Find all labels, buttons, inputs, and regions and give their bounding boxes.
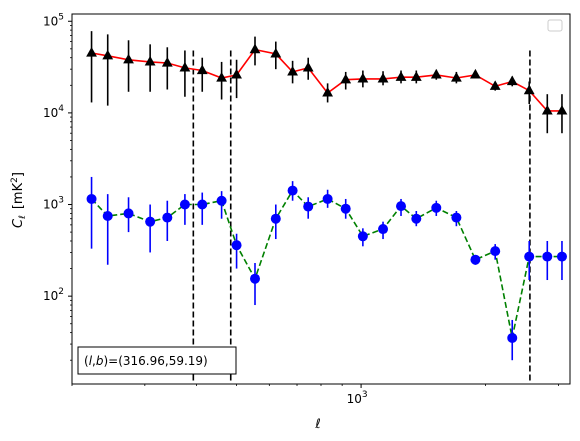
series-1-point: [287, 65, 298, 76]
x-axis-label: ℓ: [314, 417, 320, 432]
series-1-point: [556, 104, 568, 115]
series-2-point: [162, 212, 173, 223]
y-tick-label: 103: [43, 196, 64, 212]
series-1-point: [340, 73, 352, 84]
series-2-point: [411, 213, 422, 224]
series-1-point: [541, 104, 553, 115]
series-1-point: [489, 80, 501, 90]
y-tick-label: 102: [43, 287, 64, 303]
series-1-point: [270, 47, 282, 58]
series-1-point: [231, 68, 242, 79]
series-1-point: [430, 68, 442, 79]
series-1-point: [86, 47, 97, 57]
series-2-point: [340, 203, 351, 214]
series-1-point: [144, 55, 156, 66]
series-2: [86, 176, 567, 361]
series-2-point: [102, 210, 113, 221]
series-2-point: [524, 251, 535, 262]
series-2-point: [303, 201, 314, 212]
axis-ticks: 102 103 104 105 103: [43, 12, 559, 406]
series-2-point: [179, 199, 190, 210]
series-2-point: [270, 213, 281, 224]
series-2-point: [145, 216, 156, 227]
series-1-point: [161, 57, 173, 67]
legend-box: [547, 19, 563, 32]
y-axis-label: Cℓ[mK2]: [10, 172, 28, 228]
series-1-point: [179, 61, 191, 72]
series-2-point: [322, 193, 333, 204]
series-2-point: [123, 208, 134, 219]
series-2-point: [490, 246, 501, 257]
series-1-point: [216, 72, 228, 82]
series-1-point: [470, 68, 481, 79]
series-1-point: [123, 53, 134, 64]
annotation-text: (l,b)=(316.96,59.19): [84, 354, 208, 368]
series-2-point: [357, 231, 368, 242]
series-1-point: [450, 72, 462, 82]
series-2-point: [542, 251, 553, 262]
y-tick-label: 104: [43, 104, 64, 120]
series-2-point: [231, 240, 242, 251]
series-2-point: [507, 332, 518, 343]
series-1-point: [395, 71, 407, 81]
series-2-point: [250, 273, 261, 284]
series-2-point: [556, 251, 567, 262]
series-1-point: [506, 75, 518, 86]
series-2-point: [378, 224, 389, 235]
series-1-point: [410, 71, 422, 81]
series-1-point: [322, 86, 334, 97]
series-1-point: [523, 84, 535, 95]
series-2-point: [451, 212, 462, 223]
series-1-point: [196, 64, 208, 75]
series-2-point: [86, 193, 97, 204]
series-1-point: [357, 72, 369, 83]
series-2-point: [396, 201, 407, 212]
series-2-point: [216, 195, 227, 206]
plot-area: [86, 31, 568, 384]
series-2-point: [197, 199, 208, 210]
series-1-point: [302, 61, 314, 72]
series-2-point: [431, 202, 442, 213]
annotation-box: (l,b)=(316.96,59.19): [77, 346, 237, 375]
series-2-point: [470, 254, 481, 265]
series-1-point: [249, 43, 261, 54]
x-tick-label: 103: [347, 390, 368, 406]
series-2-point: [287, 185, 298, 196]
series-1-point: [377, 72, 389, 83]
series-2-line: [91, 189, 562, 339]
series-1: [86, 31, 568, 134]
y-tick-label: 105: [43, 12, 64, 28]
series-1-point: [102, 49, 114, 60]
